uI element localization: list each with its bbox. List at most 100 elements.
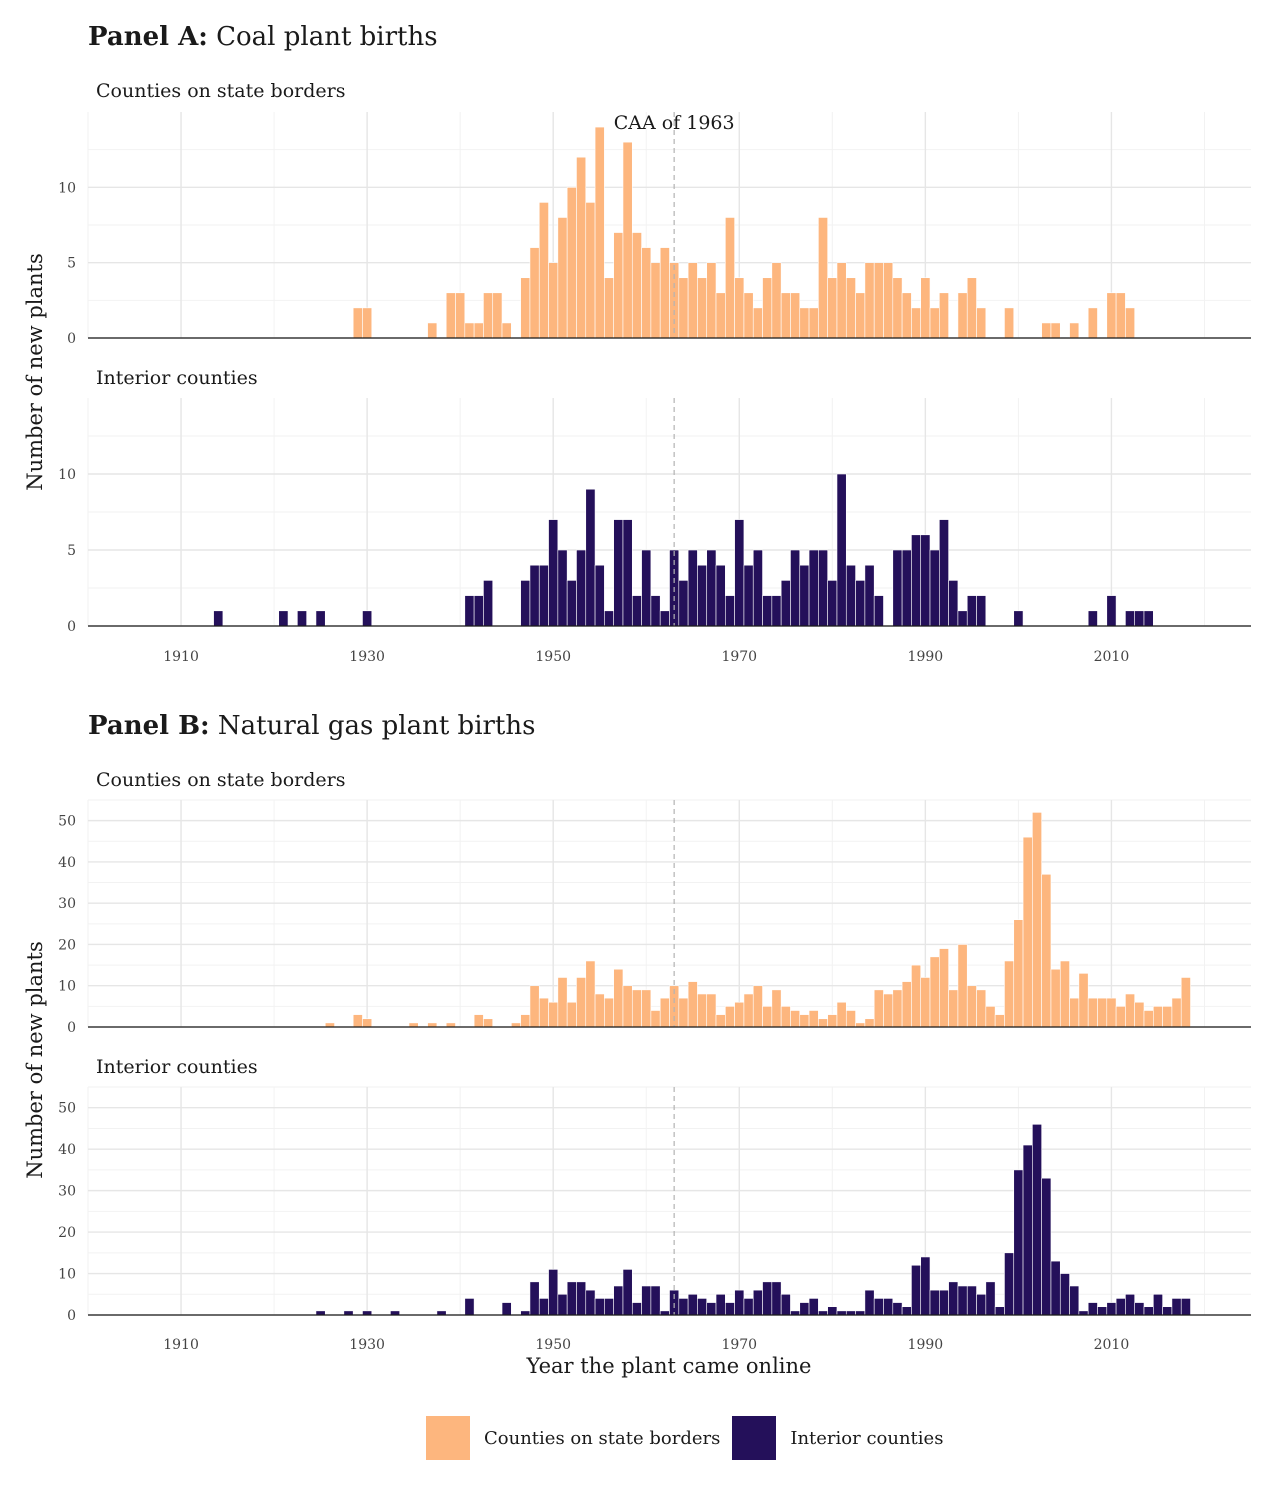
panel-a-border-bar-1968 xyxy=(715,292,726,339)
panel-a-title-text: Coal plant births xyxy=(207,22,438,52)
panel-a-interior-bar-1947 xyxy=(520,580,531,627)
panel-b-border-bar-2006 xyxy=(1069,997,1080,1028)
panel-b-interior-bar-1993 xyxy=(948,1281,959,1316)
panel-a-interior-bar-2013 xyxy=(1134,610,1145,627)
panel-b-interior-x-tick-label: 1990 xyxy=(908,1337,944,1353)
panel-b-interior-bar-1986 xyxy=(883,1298,894,1316)
panel-b-border-bar-2003 xyxy=(1041,873,1052,1028)
panel-a-tag: Panel A: xyxy=(88,22,208,52)
panel-a-border-bar-1981 xyxy=(836,262,847,339)
panel-b-interior-bar-1997 xyxy=(985,1281,996,1316)
panel-b-border-bar-1973 xyxy=(762,1006,773,1028)
panel-a-border-bar-1948 xyxy=(529,247,540,339)
panel-a-interior-bar-1941 xyxy=(464,595,475,627)
panel-a-border-bar-2003 xyxy=(1041,322,1052,339)
panel-b-interior-bar-1990 xyxy=(920,1256,931,1316)
panel-a-interior-bar-2012 xyxy=(1125,610,1135,627)
panel-a-interior-bar-1925 xyxy=(315,610,326,627)
panel-b-interior-bar-1998 xyxy=(994,1306,1005,1316)
panel-b-interior-bar-1995 xyxy=(966,1285,977,1316)
panel-b-border-bar-2013 xyxy=(1134,1001,1145,1028)
panel-a-border-bar-1974 xyxy=(771,262,782,339)
panel-a-interior-bar-1943 xyxy=(483,580,494,627)
panel-b-interior-bar-1974 xyxy=(771,1281,782,1316)
panel-b-interior-bar-2006 xyxy=(1069,1285,1080,1316)
panel-b-border-bar-1947 xyxy=(520,1014,531,1028)
panel-a-interior-bar-1989 xyxy=(911,534,922,627)
panel-b-border-bar-1980 xyxy=(827,1014,838,1028)
panel-a-border-bar-1969 xyxy=(725,217,735,339)
panel-a-interior-bar-2008 xyxy=(1087,610,1098,627)
panel-a-interior-bar-1950 xyxy=(548,519,559,627)
panel-b-border-bar-1972 xyxy=(752,985,763,1028)
facet-strip-b-interior: Interior counties xyxy=(96,1056,258,1078)
panel-a-interior-bar-1966 xyxy=(697,564,708,627)
panel-a-border-bar-1949 xyxy=(538,202,549,339)
panel-b-interior-bar-1952 xyxy=(566,1281,577,1316)
panel-b-interior-bar-1961 xyxy=(650,1285,661,1316)
panel-a-interior-bar-1984 xyxy=(864,564,875,627)
panel-b-interior-x-tick-label: 1910 xyxy=(163,1337,199,1353)
panel-a-border-bar-1957 xyxy=(613,232,624,339)
panel-a-interior-bar-1949 xyxy=(538,564,549,627)
panel-a-border-bar-1941 xyxy=(464,322,475,339)
panel-a-interior-bar-1962 xyxy=(659,610,670,627)
panel-a-interior-bar-1981 xyxy=(836,473,847,627)
panel-b-border-bar-1959 xyxy=(631,989,642,1028)
panel-a-border-bar-1951 xyxy=(557,217,568,339)
panel-b-border-y-tick-label: 20 xyxy=(58,937,76,953)
panel-a-interior-bar-1953 xyxy=(576,549,587,627)
panel-b-border-bar-1998 xyxy=(994,1014,1005,1028)
panel-a-interior-bar-1992 xyxy=(939,519,949,627)
panel-a-interior-x-tick-label: 1970 xyxy=(721,649,757,665)
panel-b-interior-y-tick-label: 40 xyxy=(58,1142,76,1158)
panel-b-border-bar-1967 xyxy=(706,993,717,1028)
panel-b-interior-bar-2005 xyxy=(1059,1273,1070,1316)
panel-b-interior-bar-1973 xyxy=(762,1281,773,1316)
panel-b-interior-bar-1963 xyxy=(669,1289,680,1316)
panel-b-interior-bar-2017 xyxy=(1171,1298,1182,1316)
panel-b-title: Panel B: Natural gas plant births xyxy=(88,711,535,741)
panel-b-interior-x-tick-label: 1950 xyxy=(535,1337,571,1353)
panel-a-border-y-tick-label: 10 xyxy=(58,180,76,196)
panel-b-interior-bar-1945 xyxy=(501,1302,512,1316)
panel-a-interior-bar-1974 xyxy=(771,595,782,627)
panel-a-interior-bar-1990 xyxy=(920,534,931,627)
panel-a-border-bar-1937 xyxy=(427,322,438,339)
panel-a-interior-bar-1954 xyxy=(585,488,596,627)
panel-a-interior-bar-1951 xyxy=(557,549,568,627)
panel-b-border-bar-1990 xyxy=(920,977,931,1028)
panel-a-interior-bar-1923 xyxy=(297,610,307,627)
panel-a-border-bar-1929 xyxy=(352,307,363,339)
panel-a-interior-x-tick-label: 1950 xyxy=(535,649,571,665)
panel-b-border-bar-2011 xyxy=(1115,1006,1126,1028)
panel-a-border-bar-1980 xyxy=(827,277,838,339)
panel-b-border-bar-2016 xyxy=(1162,1006,1173,1028)
panel-b-interior-bar-2018 xyxy=(1180,1298,1191,1316)
panel-b-border-bar-2010 xyxy=(1106,997,1117,1028)
panel-b-interior-bar-2011 xyxy=(1115,1298,1126,1316)
panel-a-interior-bar-1994 xyxy=(957,610,968,627)
panel-a-interior-bar-1978 xyxy=(808,549,819,627)
panel-b-border-bar-2014 xyxy=(1143,1010,1154,1028)
panel-a-interior-y-tick-label: 10 xyxy=(58,467,76,483)
panel-b-border-bar-1974 xyxy=(771,989,782,1028)
panel-b-interior-x-tick-label: 1970 xyxy=(721,1337,757,1353)
panel-b-interior-bar-1966 xyxy=(697,1298,708,1316)
panel-b-border-bar-1961 xyxy=(650,1010,661,1028)
panel-b-border-y-tick-label: 40 xyxy=(58,855,76,871)
panel-a-border-bar-1994 xyxy=(957,292,968,339)
panel-a-interior-bar-1961 xyxy=(650,595,661,627)
panel-a-interior-bar-1952 xyxy=(566,580,577,627)
panel-b-interior-bar-2004 xyxy=(1050,1260,1061,1316)
panel-b-tag: Panel B: xyxy=(88,711,210,741)
panel-a-interior-bar-1971 xyxy=(743,564,754,627)
panel-a-interior-bar-1977 xyxy=(799,564,810,627)
panel-b-interior-y-tick-label: 20 xyxy=(58,1225,76,1241)
panel-a-border-bar-1942 xyxy=(473,322,484,339)
panel-b-border-bar-1969 xyxy=(725,1006,735,1028)
panel-b-border-bar-1986 xyxy=(883,993,894,1028)
panel-a-interior-y-tick-label: 0 xyxy=(67,619,76,635)
panel-a-border-bar-1960 xyxy=(641,247,652,339)
